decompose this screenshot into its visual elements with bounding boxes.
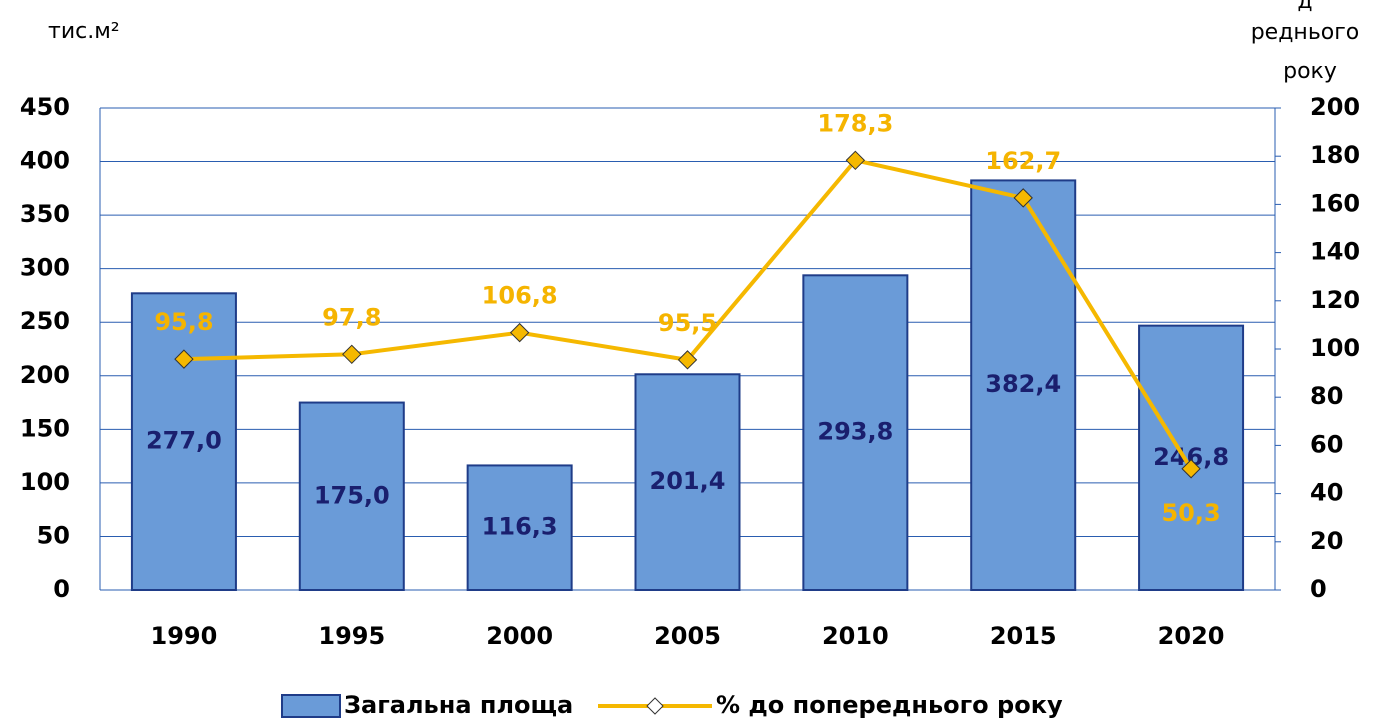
y2-tick-label: 0	[1310, 575, 1327, 603]
y-tick-label: 250	[20, 307, 70, 335]
line-marker	[174, 349, 194, 369]
bar	[970, 179, 1077, 591]
bar-value-label: 175,0	[314, 481, 390, 509]
x-tick-label: 2020	[1158, 622, 1225, 650]
x-tick-label: 2015	[990, 622, 1057, 650]
x-tick-label: 2010	[822, 622, 889, 650]
legend-label: % до попереднього року	[716, 691, 1063, 719]
bar	[298, 401, 405, 591]
x-tick-label: 2000	[486, 622, 553, 650]
y2-axis-label: реднього	[1251, 20, 1360, 45]
line-value-label: 162,7	[985, 147, 1061, 175]
line-marker	[509, 322, 530, 343]
line-marker	[342, 344, 362, 365]
legend-swatch	[646, 697, 664, 715]
line-value-label: 178,3	[817, 109, 893, 137]
line-value-label: 106,8	[482, 282, 558, 310]
legend-swatch	[281, 694, 341, 718]
bar	[802, 274, 909, 591]
bar	[466, 464, 573, 591]
y-axis-label: тис.м²	[48, 19, 120, 44]
bar	[130, 292, 237, 591]
y-tick-label: 400	[20, 147, 70, 175]
y2-tick-label: 180	[1310, 141, 1360, 169]
x-tick-label: 2005	[654, 622, 721, 650]
y-tick-label: 50	[37, 521, 70, 549]
bar	[634, 373, 741, 591]
bar-value-label: 116,3	[482, 513, 558, 541]
bar-value-label: 277,0	[146, 427, 222, 455]
y2-axis-label: д	[1297, 0, 1312, 14]
line-value-label: 50,3	[1161, 499, 1220, 527]
bar-value-label: 293,8	[817, 418, 893, 446]
y2-tick-label: 80	[1310, 382, 1343, 410]
y2-tick-label: 20	[1310, 527, 1343, 555]
bar	[1138, 324, 1245, 591]
line-marker	[1181, 459, 1201, 479]
y-tick-label: 100	[20, 468, 70, 496]
line-marker	[677, 350, 698, 370]
y2-tick-label: 200	[1310, 93, 1360, 121]
line-marker	[1013, 188, 1033, 208]
y-tick-label: 300	[20, 254, 70, 282]
x-tick-label: 1995	[318, 622, 385, 650]
y-tick-label: 0	[53, 575, 70, 603]
y2-tick-label: 160	[1310, 189, 1360, 217]
y2-tick-label: 100	[1310, 334, 1360, 362]
y2-tick-label: 120	[1310, 286, 1360, 314]
y2-tick-label: 60	[1310, 430, 1343, 458]
y2-tick-label: 40	[1310, 479, 1343, 507]
bar-value-label: 201,4	[650, 467, 726, 495]
line-marker	[845, 150, 866, 171]
x-tick-label: 1990	[151, 622, 218, 650]
y-tick-label: 200	[20, 361, 70, 389]
line-value-label: 95,8	[154, 308, 213, 336]
line-value-label: 95,5	[658, 309, 717, 337]
y-tick-label: 150	[20, 414, 70, 442]
y2-axis-label: року	[1283, 59, 1337, 84]
legend-label: Загальна площа	[344, 691, 573, 719]
y-tick-label: 350	[20, 200, 70, 228]
y2-tick-label: 140	[1310, 238, 1360, 266]
y-tick-label: 450	[20, 93, 70, 121]
bar-value-label: 382,4	[985, 370, 1061, 398]
line-value-label: 97,8	[322, 303, 381, 331]
